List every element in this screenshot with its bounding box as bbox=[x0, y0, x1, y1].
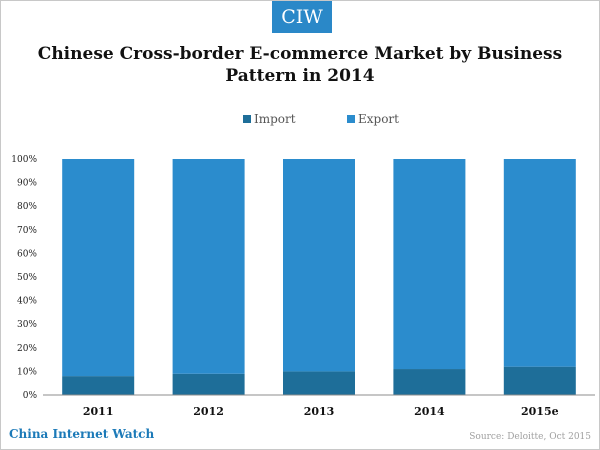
y-tick-label: 40% bbox=[17, 297, 37, 307]
x-tick-label: 2012 bbox=[193, 405, 224, 418]
y-tick-label: 70% bbox=[17, 226, 37, 236]
x-tick-label: 2015e bbox=[521, 405, 559, 418]
source-note: Source: Deloitte, Oct 2015 bbox=[469, 432, 591, 442]
x-tick-label: 2011 bbox=[83, 405, 114, 418]
y-tick-label: 20% bbox=[17, 344, 37, 354]
china-internet-watch-footer: China Internet Watch bbox=[9, 427, 155, 441]
y-tick-label: 50% bbox=[17, 273, 37, 283]
bar-export-2014 bbox=[393, 159, 466, 370]
y-axis-ticks: 0% 10% 20% 30% 40% 50% 60% 70% 80% 90% 100% bbox=[11, 155, 37, 401]
bar-import-2012 bbox=[172, 373, 245, 395]
bar-import-2014 bbox=[393, 369, 466, 395]
ciw-logo-badge: CIW bbox=[272, 1, 332, 33]
bar-export-2015e bbox=[503, 159, 576, 367]
y-tick-label: 30% bbox=[17, 320, 37, 330]
chart-legend: Import Export bbox=[243, 112, 399, 126]
y-tick-label: 0% bbox=[23, 391, 38, 401]
bar-export-2012 bbox=[172, 159, 245, 374]
y-tick-label: 10% bbox=[17, 367, 37, 377]
chart-title: Chinese Cross-border E-commerce Market b… bbox=[37, 44, 563, 86]
legend-swatch-import bbox=[243, 115, 251, 123]
legend-label-import: Import bbox=[254, 112, 296, 126]
bar-import-2015e bbox=[503, 366, 576, 395]
bar-series bbox=[62, 159, 576, 395]
y-tick-label: 60% bbox=[17, 249, 37, 259]
bar-import-2011 bbox=[62, 376, 135, 395]
bar-import-2013 bbox=[283, 371, 355, 395]
legend-swatch-export bbox=[347, 115, 355, 123]
bar-export-2013 bbox=[283, 159, 355, 372]
legend-label-export: Export bbox=[358, 112, 399, 126]
bar-export-2011 bbox=[62, 159, 135, 377]
x-tick-label: 2013 bbox=[304, 405, 335, 418]
y-tick-label: 80% bbox=[17, 202, 37, 212]
y-tick-label: 100% bbox=[11, 155, 37, 165]
y-tick-label: 90% bbox=[17, 179, 37, 189]
x-tick-label: 2014 bbox=[414, 405, 445, 418]
x-axis-labels: 2011 2012 2013 2014 2015e bbox=[83, 405, 559, 418]
